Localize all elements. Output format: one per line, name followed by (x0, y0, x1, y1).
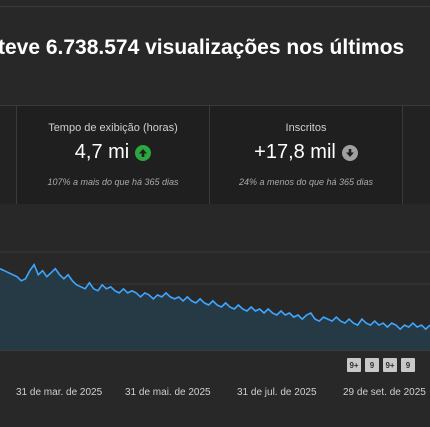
x-tick-label: 31 de mar. de 2025 (16, 387, 103, 398)
views-area-fill (0, 264, 430, 350)
x-axis-labels: 31 de mar. de 2025 31 de mai. de 2025 31… (0, 387, 430, 401)
metric-card-title: Tempo de exibição (horas) (48, 122, 178, 134)
metric-card-partial-right[interactable] (402, 106, 430, 204)
page-headline: teve 6.738.574 visualizações nos últimos (0, 36, 405, 59)
x-tick-label: 31 de jul. de 2025 (237, 387, 317, 398)
event-badge[interactable]: 9 (365, 358, 379, 372)
views-chart[interactable] (0, 204, 430, 427)
x-tick-label: 29 de set. de 2025 (343, 387, 426, 398)
metric-card-value-row: 4,7 mi (17, 141, 209, 164)
metric-card-value: 4,7 mi (74, 141, 130, 163)
metric-card-note: 24% a menos do que há 365 dias (238, 177, 374, 187)
metric-cards: Tempo de exibição (horas) 4,7 mi 107% a … (0, 105, 430, 205)
metric-card-partial-left[interactable] (0, 106, 16, 204)
x-tick-label: 31 de mai. de 2025 (125, 387, 211, 398)
metric-card-subscribers[interactable]: Inscritos +17,8 mil 24% a menos do que h… (209, 106, 402, 204)
views-series-line (0, 262, 430, 331)
arrow-down-icon (341, 144, 358, 161)
header-area: teve 6.738.574 visualizações nos últimos (0, 0, 430, 105)
event-badge[interactable]: 9+ (347, 358, 361, 372)
arrow-up-icon (135, 144, 152, 161)
event-badge[interactable]: 9 (401, 358, 415, 372)
views-chart-svg (0, 251, 430, 351)
metric-card-watch-time[interactable]: Tempo de exibição (horas) 4,7 mi 107% a … (16, 106, 209, 204)
metric-card-title: Inscritos (285, 122, 327, 134)
metric-card-value-row: +17,8 mil (210, 141, 402, 164)
event-badge[interactable]: 9+ (383, 358, 397, 372)
top-divider (0, 6, 430, 7)
metric-card-note: 107% a mais do que há 365 dias (47, 177, 179, 187)
metric-card-value: +17,8 mil (254, 141, 336, 163)
chart-event-badges: 9+ 9 9+ 9 (347, 358, 415, 372)
